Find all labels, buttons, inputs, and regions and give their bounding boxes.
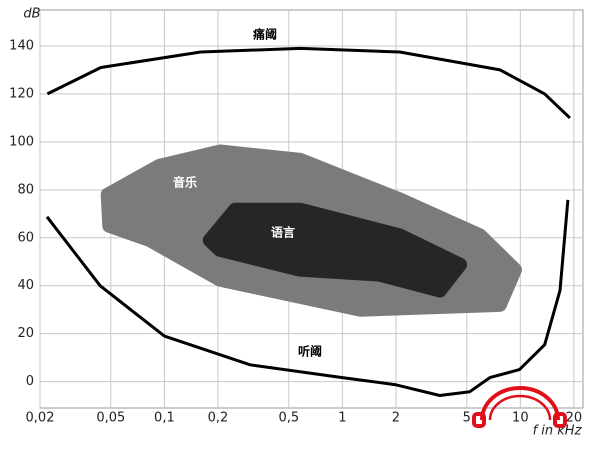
y-tick-label: 0 <box>26 374 34 389</box>
x-tick-label: 0,2 <box>208 411 229 426</box>
line <box>45 199 570 397</box>
headphone-band <box>480 386 560 421</box>
line <box>46 46 571 119</box>
ticks: 0 20 40 60 80 100 120 140 0,02 0,05 0,1 0,2 0,5 1 2 5 10… <box>9 38 582 425</box>
y-tick-label: 40 <box>17 278 34 293</box>
y-axis-label: dB <box>23 7 40 22</box>
series-label: 语言 <box>271 225 295 240</box>
x-tick-label: 0,1 <box>154 411 175 426</box>
x-tick-label: 2 <box>392 411 400 426</box>
y-tick-label: 100 <box>9 134 34 149</box>
headphone-icon <box>472 386 567 428</box>
y-tick-label: 20 <box>17 326 34 341</box>
y-tick-label: 140 <box>9 38 34 53</box>
x-tick-label: 10 <box>512 411 529 426</box>
area <box>202 202 467 298</box>
y-tick-label: 120 <box>9 86 34 101</box>
series-label: 听阈 <box>298 344 322 359</box>
headphone-ear-right <box>553 412 567 428</box>
x-tick-label: 0,5 <box>278 411 299 426</box>
y-tick-label: 80 <box>17 182 34 197</box>
x-tick-label: 0,05 <box>96 411 125 426</box>
x-tick-label: 20 <box>566 411 583 426</box>
headphone-ear-left <box>472 412 486 428</box>
headphone-band-inner <box>488 394 552 421</box>
series-label: 音乐 <box>173 175 197 190</box>
x-axis-label: f in kHz <box>533 424 583 439</box>
x-tick-label: 0,02 <box>26 411 55 426</box>
series-label: 痛阈 <box>252 27 277 42</box>
x-tick-label: 5 <box>463 411 471 426</box>
x-tick-label: 1 <box>338 411 346 426</box>
y-tick-label: 60 <box>17 230 34 245</box>
